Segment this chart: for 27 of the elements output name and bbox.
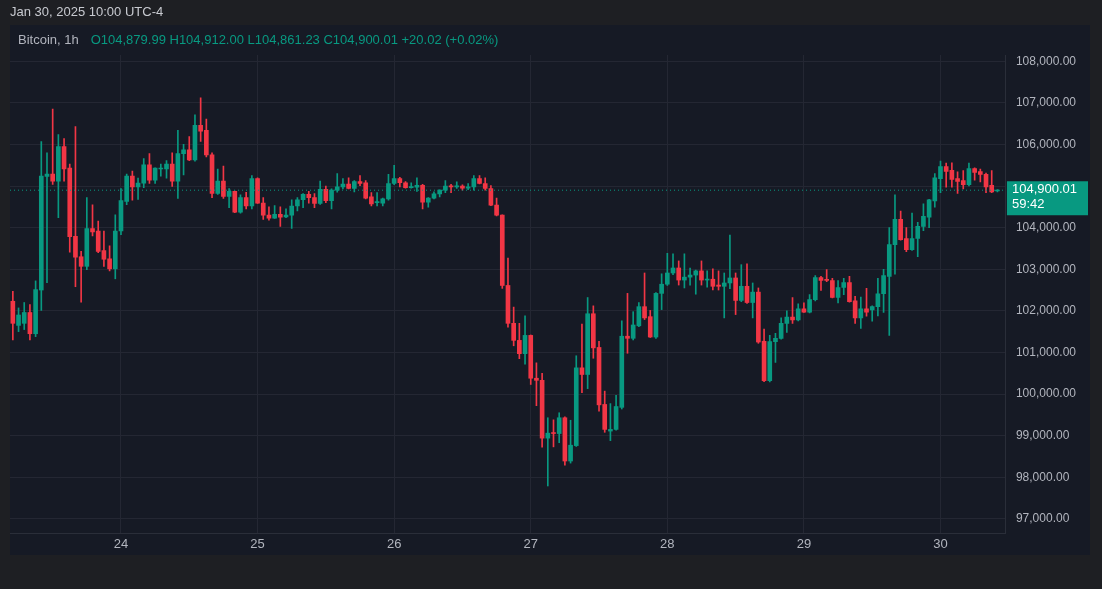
y-tick-label: 106,000.00 <box>1015 136 1077 151</box>
y-tick-label: 102,000.00 <box>1015 303 1077 318</box>
candlestick <box>50 108 56 185</box>
x-tick-label: 30 <box>933 535 948 551</box>
y-tick-label: 99,000.00 <box>1015 427 1070 442</box>
y-tick-label: 97,000.00 <box>1015 511 1070 526</box>
x-tick-label: 27 <box>523 535 538 551</box>
x-tick-label: 25 <box>250 535 265 551</box>
y-tick-label: 107,000.00 <box>1015 95 1077 110</box>
chart-title: Bitcoin, 1h <box>18 31 79 47</box>
text: Jan 30, 2025 10:00 UTC-4 <box>10 4 164 19</box>
y-tick-label: 101,000.00 <box>1015 344 1077 359</box>
x-tick-label: 26 <box>386 535 402 551</box>
y-tick-label: 103,000.00 <box>1015 261 1077 276</box>
x-tick-label: 28 <box>660 535 675 551</box>
candlestick <box>545 417 551 487</box>
x-tick-label: 24 <box>113 535 129 551</box>
y-tick-label: 100,000.00 <box>1015 386 1077 401</box>
candlestick <box>278 206 283 227</box>
ref-line-label: 104,900.01 59:42 <box>1011 180 1078 211</box>
y-tick-label: 108,000.00 <box>1015 53 1077 68</box>
candlestick <box>693 269 699 295</box>
y-tick-label: 98,000.00 <box>1015 469 1070 484</box>
chart-subtitle: O104,879.99 H104,912.00 L104,861.23 C104,900.01 +20.02 (+0.02%) <box>90 31 499 47</box>
y-tick-label: 104,000.00 <box>1015 219 1077 234</box>
x-tick-label: 29 <box>796 535 812 551</box>
candlestick <box>721 272 727 319</box>
